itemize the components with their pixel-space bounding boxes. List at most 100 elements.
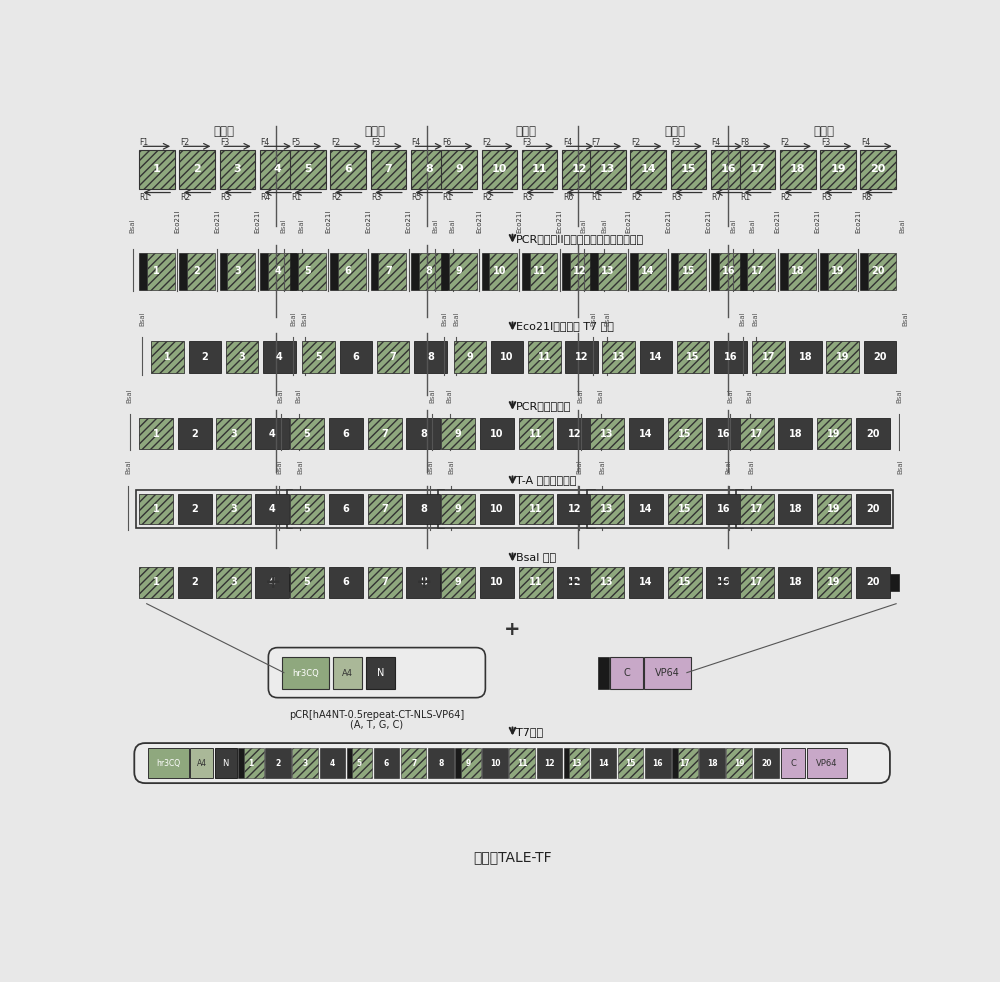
Text: 4: 4	[330, 759, 335, 768]
Text: 20: 20	[866, 504, 880, 514]
Bar	[455, 748, 461, 778]
Bar	[220, 150, 255, 189]
Bar	[255, 567, 289, 598]
Bar	[740, 150, 775, 189]
Bar	[754, 748, 779, 778]
Bar	[778, 567, 812, 598]
Text: 5: 5	[304, 164, 312, 175]
Text: 1: 1	[153, 266, 160, 276]
Text: 12: 12	[568, 504, 581, 514]
Text: 15: 15	[678, 577, 691, 587]
Text: R7: R7	[712, 193, 722, 202]
Bar	[292, 748, 318, 778]
Text: 1: 1	[153, 428, 159, 439]
Bar	[677, 341, 709, 373]
Text: F4: F4	[861, 138, 870, 147]
Text: 14: 14	[641, 266, 655, 276]
Text: 11: 11	[533, 266, 546, 276]
Bar	[441, 494, 475, 524]
Text: 4: 4	[274, 164, 282, 175]
Text: R6: R6	[563, 193, 573, 202]
Bar	[638, 252, 666, 290]
Text: F6: F6	[442, 138, 451, 147]
Text: 1: 1	[153, 504, 159, 514]
Bar	[856, 418, 890, 449]
Bar	[352, 748, 372, 778]
Text: 12: 12	[544, 759, 555, 768]
Bar	[557, 567, 592, 598]
Bar	[860, 150, 896, 189]
Bar	[411, 150, 447, 189]
Bar	[630, 252, 638, 290]
Text: BsaI: BsaI	[753, 311, 759, 326]
Text: 19: 19	[827, 428, 841, 439]
Bar	[590, 494, 624, 524]
Text: Eco21I酶切以及 T7 连接: Eco21I酶切以及 T7 连接	[516, 321, 613, 332]
Text: 2: 2	[191, 504, 198, 514]
Bar	[255, 494, 289, 524]
Text: BsaI: BsaI	[748, 460, 754, 474]
Bar	[565, 341, 598, 373]
Bar	[216, 567, 251, 598]
Text: 6: 6	[342, 428, 349, 439]
Bar	[789, 341, 822, 373]
Bar	[179, 150, 215, 189]
Text: 11: 11	[517, 759, 527, 768]
Text: 8: 8	[438, 759, 444, 768]
Text: BsaI: BsaI	[447, 388, 453, 403]
Text: F2: F2	[331, 138, 340, 147]
Bar	[860, 252, 868, 290]
Text: R1: R1	[740, 193, 750, 202]
Bar	[706, 418, 740, 449]
Text: F1: F1	[140, 138, 149, 147]
Text: 3: 3	[230, 428, 237, 439]
Text: 15: 15	[678, 504, 691, 514]
Text: Eco21I: Eco21I	[855, 210, 861, 234]
Text: 8: 8	[420, 428, 427, 439]
Text: 12: 12	[568, 428, 581, 439]
Bar	[338, 252, 366, 290]
Text: pCR[hA4NT-0.5repeat-CT-NLS-VP64]: pCR[hA4NT-0.5repeat-CT-NLS-VP64]	[289, 710, 464, 720]
Bar	[454, 341, 486, 373]
Text: BsaI: BsaI	[276, 460, 282, 474]
Text: BsaI: BsaI	[302, 311, 308, 326]
Bar	[592, 573, 601, 591]
Text: 8: 8	[427, 353, 434, 362]
Text: Eco21I: Eco21I	[706, 210, 712, 234]
Text: 11: 11	[532, 164, 547, 175]
Text: 14: 14	[639, 428, 653, 439]
Text: 4: 4	[269, 428, 276, 439]
Bar	[428, 748, 454, 778]
Text: 组装的TALE-TF: 组装的TALE-TF	[473, 850, 552, 864]
Text: 8: 8	[420, 504, 427, 514]
Text: F2: F2	[180, 138, 189, 147]
Bar	[147, 252, 175, 290]
Text: BsaI: BsaI	[898, 460, 904, 474]
Text: 7: 7	[385, 164, 392, 175]
Text: 12: 12	[573, 266, 587, 276]
Text: 16: 16	[717, 428, 730, 439]
Text: 9: 9	[455, 504, 462, 514]
Bar	[590, 150, 626, 189]
Text: 7: 7	[381, 577, 388, 587]
Bar	[260, 252, 268, 290]
Bar	[406, 567, 440, 598]
Bar	[368, 494, 402, 524]
Bar	[178, 418, 212, 449]
Text: 18: 18	[789, 577, 802, 587]
Bar	[740, 567, 774, 598]
Text: 10: 10	[492, 164, 507, 175]
Bar	[590, 567, 624, 598]
Text: T7连接: T7连接	[516, 727, 543, 736]
Text: 3: 3	[230, 577, 237, 587]
Bar	[480, 418, 514, 449]
Bar	[569, 748, 589, 778]
Text: F3: F3	[671, 138, 681, 147]
Bar	[864, 341, 896, 373]
Text: R4: R4	[261, 193, 271, 202]
Bar	[449, 252, 477, 290]
Bar	[482, 252, 489, 290]
Bar	[598, 657, 609, 689]
Text: BsaI: BsaI	[448, 460, 454, 474]
Bar	[736, 490, 893, 528]
